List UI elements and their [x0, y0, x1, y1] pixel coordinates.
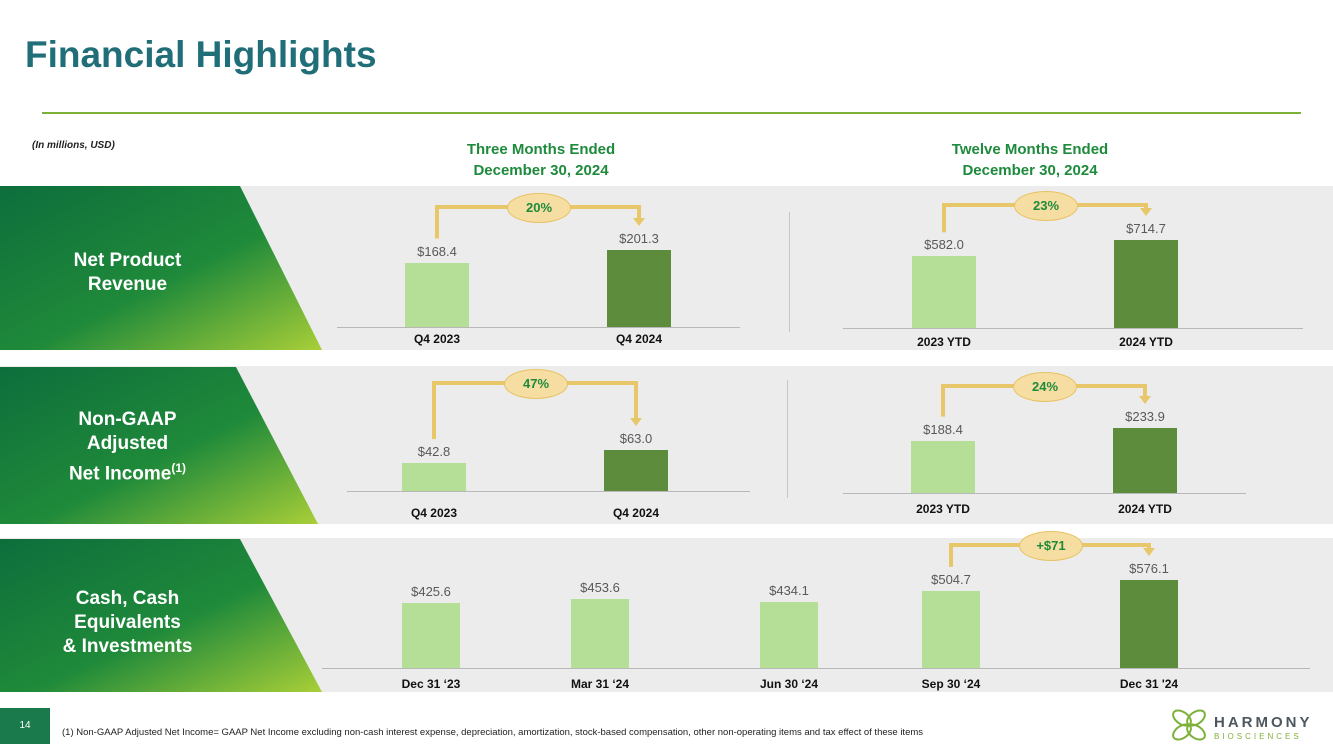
cash-category-label-1: Mar 31 ‘24 [570, 677, 630, 691]
net-income-label-line3: Net Income(1) [0, 456, 255, 486]
page-number: 14 [0, 708, 50, 744]
twelve-months-header: Twelve Months Ended December 30, 2024 [900, 139, 1160, 181]
cash-bar-0 [402, 602, 460, 668]
separator-revenue [789, 212, 790, 332]
cash-bar-4 [1120, 580, 1178, 668]
revenue-label-line1: Net Product [73, 250, 182, 271]
income-q4-change-pill: 47% [504, 369, 568, 399]
cash-bar-3 [922, 590, 980, 668]
cash-category-label-4: Dec 31 '24 [1119, 677, 1179, 691]
revenue-ytd-baseline [843, 328, 1303, 329]
revenue-label-shape [0, 186, 322, 350]
income-q4-baseline [347, 491, 750, 492]
income-ytd-change-pill: 24% [1013, 372, 1077, 402]
cash-value-label-1: $453.6 [580, 579, 620, 595]
revenue-q4-baseline [337, 327, 740, 328]
revenue-q4-value-label-0: $168.4 [417, 243, 457, 259]
logo-subtitle: BIOSCIENCES [1214, 732, 1302, 741]
title-divider [42, 112, 1301, 114]
income-ytd-category-label-0: 2023 YTD [916, 502, 970, 516]
revenue-row-label: Net Product Revenue [0, 249, 255, 297]
cash-label-line3: & Investments [62, 636, 193, 657]
three-months-header-line2: December 30, 2024 [473, 162, 609, 179]
units-note: (In millions, USD) [32, 140, 115, 151]
cash-value-label-3: $504.7 [931, 571, 971, 587]
cash-value-label-0: $425.6 [411, 583, 451, 599]
income-ytd-value-label-0: $188.4 [923, 421, 963, 437]
net-income-row-label: Non-GAAP Adjusted Net Income(1) [0, 408, 255, 486]
cash-category-label-3: Sep 30 ‘24 [921, 677, 981, 691]
net-income-label-shape [0, 367, 318, 524]
cash-baseline [322, 668, 1310, 669]
revenue-q4-category-label-1: Q4 2024 [615, 332, 663, 346]
revenue-q4-change-pill: 20% [507, 193, 571, 223]
row-label-shapes [0, 186, 322, 692]
revenue-ytd-change-pill: 23% [1014, 191, 1078, 221]
net-income-label-line2: Adjusted [86, 433, 169, 454]
twelve-months-header-line2: December 30, 2024 [962, 162, 1098, 179]
logo-name: HARMONY [1214, 714, 1313, 731]
revenue-q4-value-label-1: $201.3 [619, 230, 659, 246]
cash-row-label: Cash, Cash Equivalents & Investments [0, 587, 255, 659]
revenue-q4-bar-1 [607, 249, 671, 327]
cash-change-pill: +$71 [1019, 531, 1083, 561]
three-months-header-line1: Three Months Ended [466, 141, 616, 158]
footnote: (1) Non-GAAP Adjusted Net Income= GAAP N… [62, 727, 924, 738]
cash-value-label-4: $576.1 [1129, 561, 1169, 576]
income-q4-category-label-1: Q4 2024 [612, 506, 660, 520]
footnote-marker: (1) [171, 461, 187, 475]
income-ytd-value-label-1: $233.9 [1125, 409, 1165, 424]
revenue-ytd-category-label-0: 2023 YTD [917, 335, 971, 349]
revenue-ytd-value-label-1: $714.7 [1126, 221, 1166, 236]
cash-category-label-2: Jun 30 ‘24 [759, 677, 819, 691]
helix-knot-icon [1172, 709, 1206, 741]
net-income-label-text: Net Income [68, 463, 172, 485]
revenue-ytd-bar-0 [912, 256, 976, 328]
twelve-months-header-line1: Twelve Months Ended [951, 141, 1109, 158]
income-q4-category-label-0: Q4 2023 [410, 506, 458, 520]
income-ytd-bar-0 [911, 440, 975, 493]
separator-income [787, 380, 788, 498]
revenue-ytd-value-label-0: $582.0 [924, 237, 964, 253]
revenue-label-line2: Revenue [87, 274, 168, 295]
income-ytd-baseline [843, 493, 1246, 494]
revenue-q4-category-label-0: Q4 2023 [413, 332, 461, 346]
cash-bar-1 [571, 598, 629, 668]
income-q4-value-label-1: $63.0 [619, 431, 653, 446]
income-ytd-category-label-1: 2024 YTD [1118, 502, 1172, 516]
cash-label-line2: Equivalents [74, 612, 181, 633]
cash-category-label-0: Dec 31 ‘23 [401, 677, 461, 691]
income-ytd-bar-1 [1113, 428, 1177, 493]
cash-label-line1: Cash, Cash [75, 588, 180, 609]
income-q4-bar-1 [604, 450, 668, 491]
cash-label-shape [0, 539, 322, 692]
revenue-ytd-bar-1 [1114, 240, 1178, 328]
cash-value-label-2: $434.1 [769, 582, 809, 598]
revenue-q4-bar-0 [405, 262, 469, 327]
three-months-header: Three Months Ended December 30, 2024 [411, 139, 671, 181]
revenue-ytd-category-label-1: 2024 YTD [1119, 335, 1173, 349]
net-income-label-line1: Non-GAAP [78, 409, 177, 430]
income-q4-value-label-0: $42.8 [417, 444, 451, 460]
cash-bar-2 [760, 601, 818, 668]
income-q4-bar-0 [402, 463, 466, 491]
page-title: Financial Highlights [25, 34, 377, 75]
